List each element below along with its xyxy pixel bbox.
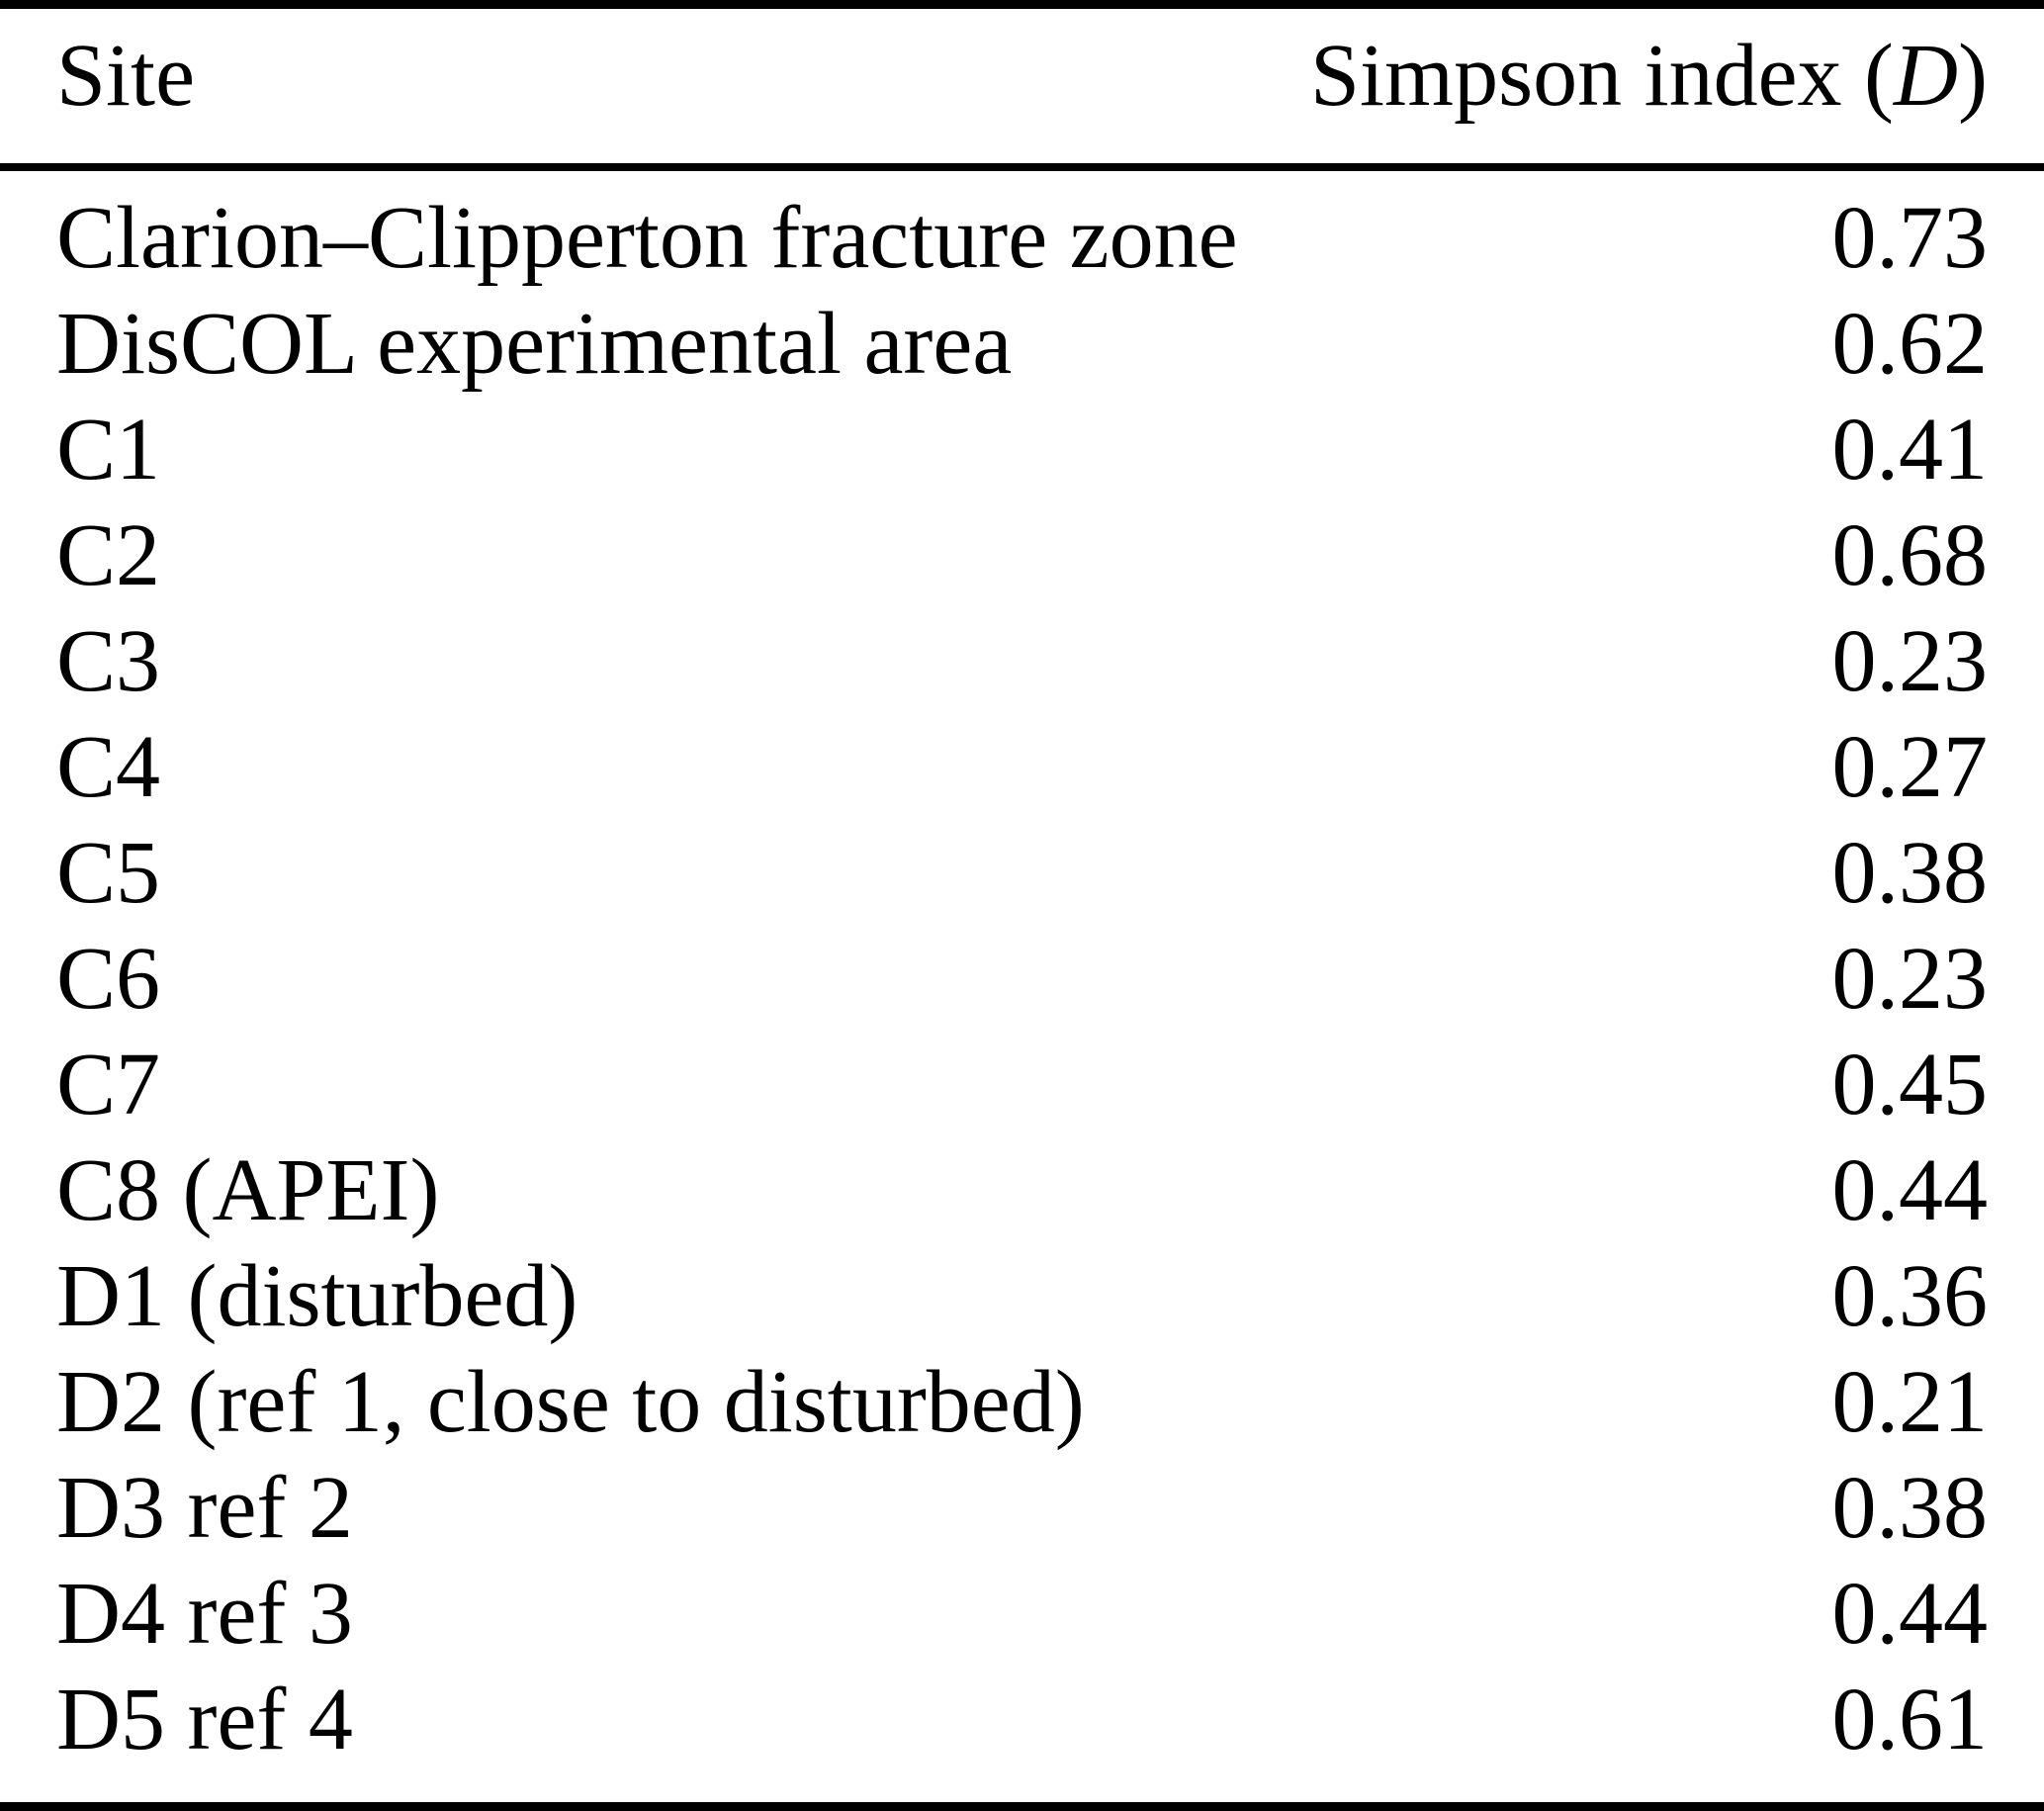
column-header-simpson-prefix: Simpson index ( (1310, 27, 1895, 125)
site-cell: C4 (56, 718, 161, 816)
table-row: C6 0.23 (56, 926, 1988, 1032)
site-cell: D5 ref 4 (56, 1671, 353, 1768)
value-cell: 0.68 (1831, 506, 1989, 604)
table-row: D1 (disturbed) 0.36 (56, 1243, 1988, 1349)
site-cell: D2 (ref 1, close to disturbed) (56, 1353, 1085, 1451)
table-row: C4 0.27 (56, 714, 1988, 820)
value-cell: 0.38 (1831, 1459, 1989, 1557)
column-header-d-symbol: D (1894, 27, 1959, 125)
value-cell: 0.21 (1831, 1353, 1989, 1451)
table-row: C7 0.45 (56, 1032, 1988, 1137)
table-row: D5 ref 4 0.61 (56, 1667, 1988, 1772)
table-row: DisCOL experimental area 0.62 (56, 291, 1988, 397)
column-header-site: Site (56, 27, 196, 125)
value-cell: 0.27 (1831, 718, 1989, 816)
site-cell: D3 ref 2 (56, 1459, 353, 1557)
value-cell: 0.23 (1831, 612, 1989, 710)
table-row: C1 0.41 (56, 397, 1988, 502)
table-row: D4 ref 3 0.44 (56, 1561, 1988, 1667)
table-row: C5 0.38 (56, 820, 1988, 926)
header-row: Site Simpson index (D) (0, 9, 2044, 163)
value-cell: 0.62 (1831, 295, 1989, 393)
table-row: C2 0.68 (56, 502, 1988, 608)
table-row: D3 ref 2 0.38 (56, 1455, 1988, 1561)
top-rule (0, 0, 2044, 9)
site-cell: C1 (56, 401, 161, 498)
site-cell: D4 ref 3 (56, 1565, 353, 1663)
value-cell: 0.73 (1831, 189, 1989, 287)
column-header-simpson-suffix: ) (1958, 27, 1988, 125)
value-cell: 0.61 (1831, 1671, 1989, 1768)
site-cell: C8 (APEI) (56, 1141, 440, 1239)
site-cell: D1 (disturbed) (56, 1247, 578, 1345)
value-cell: 0.45 (1831, 1036, 1989, 1133)
site-cell: C6 (56, 930, 161, 1028)
site-cell: C5 (56, 824, 161, 922)
bottom-rule (0, 1802, 2044, 1811)
table-row: Clarion–Clipperton fracture zone 0.73 (56, 185, 1988, 291)
table-row: D2 (ref 1, close to disturbed) 0.21 (56, 1349, 1988, 1455)
table-body: Clarion–Clipperton fracture zone 0.73 Di… (0, 171, 2044, 1772)
site-cell: C2 (56, 506, 161, 604)
value-cell: 0.38 (1831, 824, 1989, 922)
site-cell: C7 (56, 1036, 161, 1133)
table-row: C3 0.23 (56, 608, 1988, 714)
site-cell: Clarion–Clipperton fracture zone (56, 189, 1238, 287)
value-cell: 0.41 (1831, 401, 1989, 498)
table-row: C8 (APEI) 0.44 (56, 1137, 1988, 1243)
site-cell: DisCOL experimental area (56, 295, 1013, 393)
value-cell: 0.44 (1831, 1141, 1989, 1239)
mid-rule (0, 163, 2044, 171)
value-cell: 0.23 (1831, 930, 1989, 1028)
column-header-simpson-index: Simpson index (D) (1310, 27, 1988, 126)
value-cell: 0.44 (1831, 1565, 1989, 1663)
site-cell: C3 (56, 612, 161, 710)
value-cell: 0.36 (1831, 1247, 1989, 1345)
